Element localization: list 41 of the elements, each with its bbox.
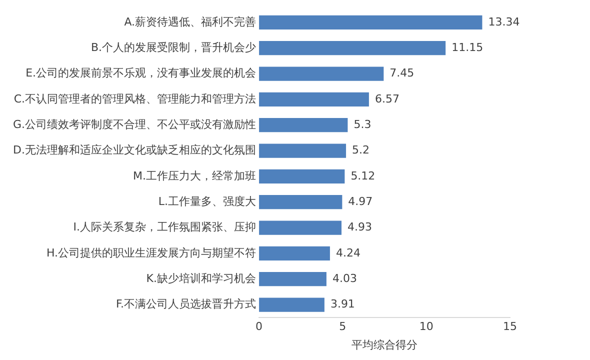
- bar: [259, 41, 446, 56]
- bar: [259, 220, 342, 235]
- data-label: 6.57: [374, 92, 400, 106]
- data-label: 4.97: [348, 194, 373, 208]
- bar: [259, 272, 326, 286]
- bar: [259, 66, 384, 81]
- y-tick-label: H.公司提供的职业生涯发展方向与期望不符: [46, 246, 256, 260]
- y-tick-label: L.工作量多、强度大: [158, 194, 256, 208]
- data-label: 4.93: [348, 220, 372, 234]
- data-label: 13.34: [488, 15, 520, 28]
- bar: [259, 298, 324, 312]
- y-tick-label: K.缺少培训和学习机会: [146, 272, 256, 285]
- bar: [259, 169, 345, 184]
- bar: [259, 15, 482, 30]
- y-tick-label: F.不满公司人员选拔晋升方式: [116, 298, 256, 311]
- data-label: 4.24: [336, 246, 360, 260]
- bar: [259, 118, 348, 132]
- x-tick-label: 0: [256, 320, 263, 334]
- data-label: 7.45: [390, 66, 414, 80]
- bar: [259, 246, 330, 260]
- y-tick-label: I.人际关系复杂，工作氛围紧张、压抑: [73, 220, 256, 234]
- y-tick-label: G.公司绩效考评制度不合理、不公平或没有激励性: [12, 118, 256, 131]
- y-tick-label: B.个人的发展受限制，晋升机会少: [90, 40, 256, 54]
- x-tick-label: 15: [503, 320, 517, 334]
- x-tick-label: 5: [339, 320, 346, 334]
- data-label: 5.12: [350, 169, 376, 182]
- y-tick-label: M.工作压力大，经常加班: [133, 169, 256, 182]
- data-label: 11.15: [452, 40, 484, 54]
- bar: [259, 195, 342, 210]
- bar: [259, 92, 369, 106]
- x-axis-title: 平均综合得分: [352, 338, 418, 352]
- y-tick-label: D.无法理解和适应企业文化或缺乏相应的文化氛围: [13, 144, 256, 157]
- data-label: 3.91: [330, 298, 355, 311]
- x-tick-label: 10: [419, 320, 434, 334]
- y-tick-label: C.不认同管理者的管理风格、管理能力和管理方法: [14, 92, 256, 106]
- data-label: 5.3: [354, 118, 372, 131]
- bar: [259, 144, 346, 158]
- y-tick-label: A.薪资待遇低、福利不完善: [124, 15, 256, 28]
- y-tick-label: E.公司的发展前景不乐观，没有事业发展的机会: [26, 66, 256, 80]
- data-label: 4.03: [332, 272, 357, 285]
- data-label: 5.2: [352, 144, 370, 157]
